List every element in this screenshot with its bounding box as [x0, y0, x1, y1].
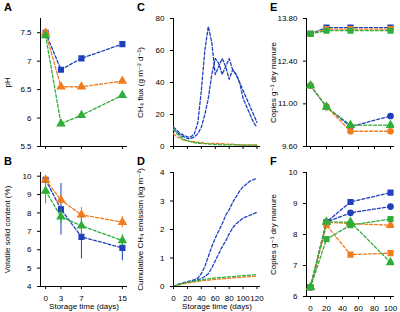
svg-text:15: 15 — [118, 294, 127, 303]
svg-text:8: 8 — [27, 209, 32, 218]
svg-text:7.5: 7.5 — [20, 28, 32, 37]
svg-text:120: 120 — [250, 294, 264, 303]
svg-text:pH: pH — [3, 77, 12, 87]
svg-text:8: 8 — [293, 230, 298, 239]
svg-text:9: 9 — [293, 199, 298, 208]
svg-text:9.60: 9.60 — [282, 142, 298, 151]
svg-text:80: 80 — [370, 304, 379, 312]
svg-text:4: 4 — [27, 282, 32, 291]
svg-text:60: 60 — [210, 294, 220, 304]
html-text:B: B — [4, 155, 12, 167]
svg-text:9: 9 — [27, 190, 32, 199]
svg-text:Volatile solid content (%): Volatile solid content (%) — [3, 185, 12, 273]
svg-text:6: 6 — [27, 245, 32, 254]
html-text:E: E — [270, 1, 278, 13]
svg-text:7: 7 — [27, 227, 32, 236]
svg-text:60: 60 — [354, 304, 363, 312]
html-text:80 100: 80 100 — [224, 294, 250, 304]
svg-text:6: 6 — [293, 292, 298, 301]
svg-text:CH₄ flux (g m⁻² d⁻¹): CH₄ flux (g m⁻² d⁻¹) — [136, 47, 145, 118]
svg-text:1: 1 — [160, 254, 165, 263]
svg-text:0: 0 — [160, 142, 165, 151]
svg-text:10: 10 — [289, 168, 298, 177]
svg-text:20: 20 — [156, 110, 165, 119]
html-text:D: D — [137, 155, 145, 167]
svg-text:7: 7 — [27, 57, 32, 66]
svg-text:6: 6 — [27, 114, 32, 123]
svg-text:80: 80 — [156, 14, 165, 23]
svg-text:40: 40 — [156, 78, 165, 87]
html-text:F: F — [270, 155, 277, 167]
svg-text:0: 0 — [43, 294, 48, 303]
svg-text:3: 3 — [160, 197, 165, 206]
svg-text:0: 0 — [160, 282, 165, 291]
svg-text:20: 20 — [183, 294, 192, 304]
svg-text:Cumulative CH₄ emission (kg m⁻: Cumulative CH₄ emission (kg m⁻²) — [136, 168, 145, 291]
svg-text:2: 2 — [160, 225, 165, 234]
svg-text:7: 7 — [293, 261, 298, 270]
svg-text:3: 3 — [58, 294, 64, 304]
svg-text:Copies g⁻¹ dry manure: Copies g⁻¹ dry manure — [269, 41, 278, 123]
svg-text:40: 40 — [196, 294, 206, 304]
svg-text:Storage time (days): Storage time (days) — [49, 302, 119, 311]
svg-text:5.5: 5.5 — [20, 142, 32, 151]
svg-text:40: 40 — [338, 304, 347, 312]
svg-text:20: 20 — [322, 304, 331, 312]
svg-text:12.40: 12.40 — [277, 57, 298, 66]
svg-text:11.00: 11.00 — [278, 99, 298, 108]
svg-text:Storage time (days): Storage time (days) — [182, 302, 252, 311]
svg-text:13.80: 13.80 — [277, 14, 298, 23]
html-text:A: A — [4, 1, 12, 13]
html-text:C: C — [137, 1, 145, 13]
svg-text:7: 7 — [79, 294, 84, 304]
svg-text:0: 0 — [171, 294, 176, 303]
svg-text:Copies g⁻¹ dry manure: Copies g⁻¹ dry manure — [269, 193, 278, 275]
svg-text:5: 5 — [27, 264, 32, 273]
svg-text:60: 60 — [156, 46, 165, 55]
svg-text:100: 100 — [384, 304, 398, 312]
svg-text:10: 10 — [23, 172, 32, 181]
svg-text:0: 0 — [308, 304, 313, 312]
svg-text:4: 4 — [160, 168, 165, 177]
svg-text:6.5: 6.5 — [20, 85, 32, 94]
